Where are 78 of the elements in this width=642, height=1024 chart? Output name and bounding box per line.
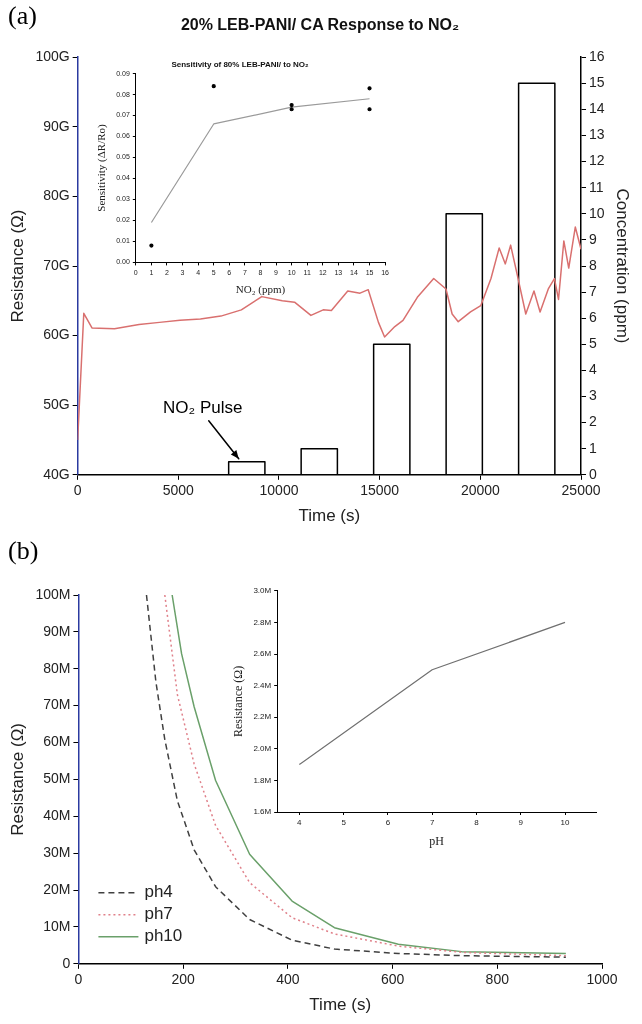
chart-title: Sensitivity of 80% LEB-PANI/ to NO₂ — [171, 60, 310, 69]
y-tick-label: 30M — [43, 844, 71, 861]
y2-tick-label: 11 — [589, 178, 604, 195]
y-tick-label: 80G — [43, 187, 70, 204]
y-tick-label: 40M — [43, 807, 71, 824]
y-tick-label: 70M — [43, 696, 71, 713]
x-tick-label: 20000 — [460, 482, 501, 499]
y-tick-label: 40G — [43, 465, 70, 482]
x-tick-label: 600 — [380, 971, 405, 988]
y2-tick-label: 5 — [589, 335, 598, 352]
y2-axis-title: Concentration (ppm) — [613, 188, 633, 344]
y2-tick-label: 4 — [589, 361, 598, 378]
y-tick-label: 1.8M — [253, 775, 272, 785]
y-tick-label: 2.8M — [253, 617, 272, 627]
y2-tick-label: 9 — [589, 230, 598, 247]
y-tick-label: 20M — [43, 880, 71, 897]
text: (a) — [8, 0, 37, 30]
y-tick-label: 2.4M — [253, 680, 272, 690]
x-tick-label: 10 — [560, 818, 570, 827]
x-tick-label: 0 — [73, 482, 82, 499]
y-tick-label: 10M — [43, 917, 71, 934]
annotation: NO₂ Pulse — [163, 397, 243, 417]
y-tick-label: 90G — [43, 117, 70, 134]
x-tick-label: 0 — [74, 971, 83, 988]
y-axis-title: Sensitivity (ΔR/Ro) — [95, 123, 109, 212]
x-tick-label: 10000 — [259, 482, 299, 499]
y-tick-label: 80M — [43, 659, 71, 676]
y-axis-title: Resistance (Ω) — [231, 665, 246, 738]
x-axis-title: NO₂ (ppm) — [235, 283, 286, 297]
y2-tick-label: 10 — [589, 204, 605, 221]
y-tick-label: 60M — [43, 733, 71, 750]
y-tick-label: 2.2M — [253, 712, 272, 722]
y-tick-label: 50G — [43, 396, 70, 413]
x-tick-label: 6 — [385, 818, 391, 827]
x-tick-label: 5 — [341, 818, 347, 827]
y-tick-label: 1.6M — [253, 807, 272, 817]
y2-tick-label: 0 — [589, 465, 598, 482]
y-tick-label: 70G — [43, 256, 70, 273]
x-tick-label: 800 — [485, 971, 510, 988]
y2-tick-label: 12 — [589, 152, 605, 169]
chart-title: 20% LEB-PANI/ CA Response to NO₂ — [180, 16, 460, 34]
y-tick-label: 90M — [43, 622, 71, 639]
x-tick-label: 9 — [518, 818, 524, 827]
y2-tick-label: 7 — [589, 282, 598, 299]
x-tick-label: 4 — [297, 818, 303, 827]
y2-tick-label: 14 — [589, 100, 605, 117]
y-tick-label: 100G — [35, 48, 70, 65]
text: (b) — [8, 535, 39, 565]
x-tick-label: 8 — [474, 818, 480, 827]
x-axis-title: Time (s) — [309, 995, 372, 1015]
legend-label: ph4 — [144, 882, 173, 902]
legend-label: ph10 — [144, 926, 183, 946]
x-tick-label: 200 — [171, 971, 196, 988]
y2-tick-label: 2 — [589, 413, 598, 430]
y-tick-label: 3.0M — [253, 586, 272, 595]
y2-tick-label: 1 — [589, 439, 598, 456]
x-tick-label: 1000 — [586, 971, 618, 988]
y2-tick-label: 15 — [589, 74, 605, 91]
y-tick-label: 0 — [62, 954, 71, 971]
x-tick-label: 25000 — [561, 482, 601, 499]
y-tick-label: 50M — [43, 770, 71, 787]
x-tick-label: 400 — [276, 971, 300, 988]
x-axis-title: Time (s) — [298, 506, 361, 526]
x-axis-title: pH — [429, 833, 445, 848]
x-tick-label: 5000 — [162, 482, 195, 499]
y2-tick-label: 13 — [589, 126, 605, 143]
y2-tick-label: 3 — [589, 387, 598, 404]
x-tick-label: 15000 — [360, 482, 400, 499]
y2-tick-label: 16 — [589, 48, 605, 65]
y2-tick-label: 6 — [589, 309, 598, 326]
y-axis-title: Resistance (Ω) — [7, 722, 27, 836]
y-tick-label: 2.0M — [253, 744, 272, 753]
legend-label: ph7 — [144, 904, 173, 924]
x-tick-label: 7 — [429, 818, 435, 827]
y-axis-title: Resistance (Ω) — [7, 209, 27, 323]
y-tick-label: 2.6M — [253, 649, 272, 659]
y-tick-label: 100M — [35, 585, 71, 602]
y-tick-label: 60G — [43, 326, 70, 343]
